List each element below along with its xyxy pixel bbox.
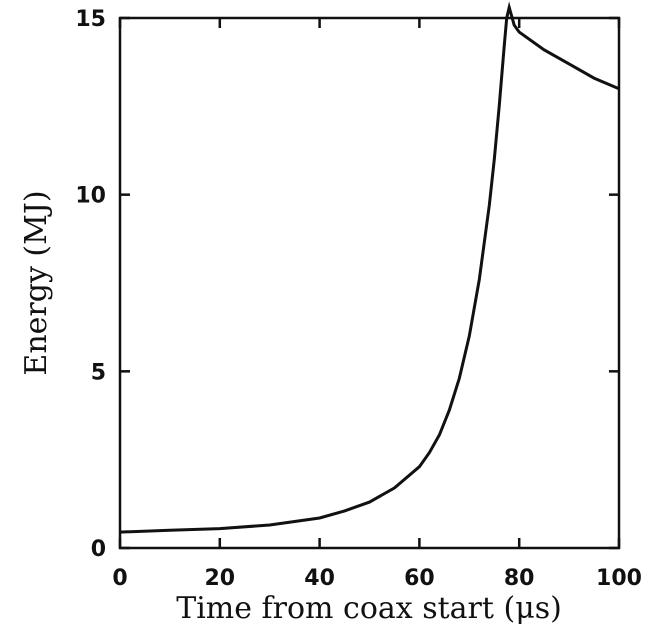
x-tick-label-20: 20 (204, 566, 235, 591)
x-axis-title: Time from coax start (μs) (176, 591, 562, 626)
x-tick-label-60: 60 (404, 566, 435, 591)
x-ticks: 0 20 40 60 80 100 (112, 18, 642, 591)
data-series-line (119, 1, 620, 534)
y-tick-label-10: 10 (75, 184, 106, 209)
y-tick-label-15: 15 (75, 7, 106, 32)
y-ticks: 0 5 10 15 (75, 7, 619, 562)
y-axis-title: Energy (MJ) (19, 190, 54, 375)
x-tick-label-0: 0 (112, 566, 127, 591)
y-tick-label-0: 0 (91, 537, 106, 562)
x-tick-label-40: 40 (304, 566, 335, 591)
x-tick-label-80: 80 (504, 566, 535, 591)
plot-frame (118, 16, 621, 550)
x-tick-label-100: 100 (596, 566, 642, 591)
y-tick-label-5: 5 (91, 360, 106, 385)
